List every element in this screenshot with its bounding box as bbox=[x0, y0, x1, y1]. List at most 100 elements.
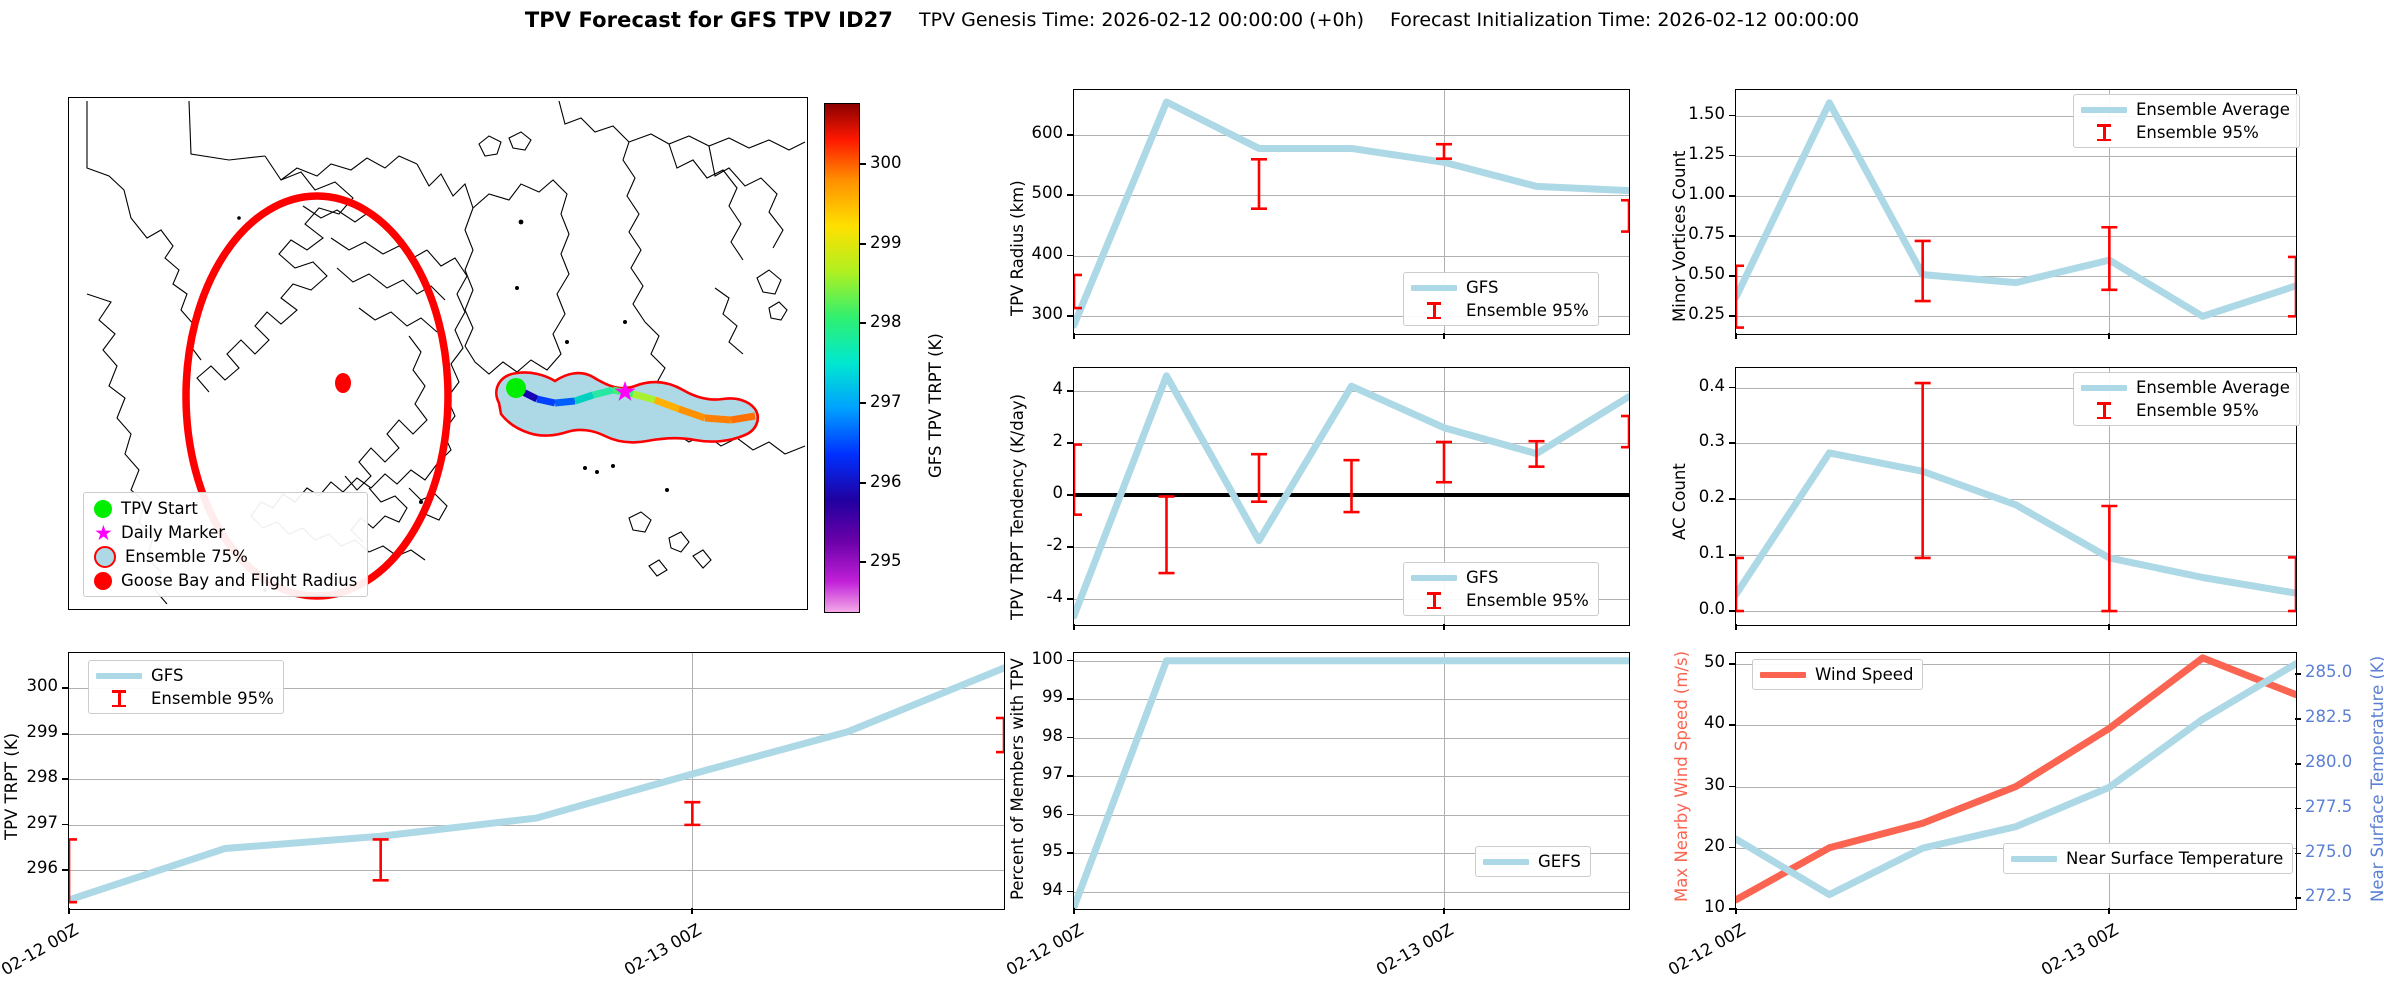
legend-label: TPV Start bbox=[121, 499, 198, 518]
legend-label: GFS bbox=[1466, 568, 1499, 587]
x-tick-label: 02-12 00Z bbox=[1002, 920, 1087, 980]
legend-label: GEFS bbox=[1538, 852, 1581, 871]
series-layer bbox=[1736, 654, 2296, 904]
error-bar bbox=[1074, 273, 1082, 310]
y-tick-mark bbox=[62, 732, 68, 735]
error-bar bbox=[1074, 443, 1082, 516]
legend-label: Ensemble Average bbox=[2136, 378, 2290, 397]
series-line bbox=[1736, 660, 2296, 899]
x-tick-mark bbox=[1443, 624, 1445, 630]
legend-item-ensemble95: Ensemble 95% bbox=[1411, 301, 1589, 320]
x-tick-mark bbox=[1735, 624, 1737, 630]
legend-label: Wind Speed bbox=[1815, 665, 1914, 684]
errorbar-swatch-icon bbox=[1411, 591, 1457, 610]
x-tick-mark bbox=[2108, 908, 2110, 914]
colorbar-tick-label: 298 bbox=[870, 312, 902, 331]
y-tick-mark bbox=[1729, 235, 1735, 237]
gridline bbox=[1444, 653, 1445, 909]
y-tick-mark bbox=[1729, 315, 1735, 317]
series-line bbox=[69, 664, 1004, 904]
ensemble-75-envelope bbox=[495, 371, 759, 444]
y-tick-label: 98 bbox=[1042, 725, 1063, 745]
line-swatch-icon bbox=[1411, 284, 1457, 291]
y-tick-label: 300 bbox=[1031, 303, 1064, 323]
legend-item-wind-speed: Wind Speed bbox=[1760, 665, 1913, 684]
legend-label: Ensemble 95% bbox=[1466, 591, 1589, 610]
colorbar-axis-label: GFS TPV TRPT (K) bbox=[926, 333, 945, 478]
gridline bbox=[692, 653, 694, 909]
line-swatch-icon bbox=[2011, 855, 2057, 862]
minor-vortices-legend: Ensemble Average Ensemble 95% bbox=[2073, 94, 2300, 148]
error-bar bbox=[2101, 225, 2118, 292]
gridline bbox=[1736, 499, 2296, 501]
series-layer bbox=[1074, 98, 1629, 329]
x-tick-mark bbox=[1443, 333, 1445, 339]
y-tick-mark bbox=[1729, 442, 1735, 445]
y-tick-mark bbox=[1729, 663, 1735, 665]
line-swatch-icon bbox=[1411, 574, 1457, 581]
y-tick-mark bbox=[1067, 775, 1073, 777]
series-layer bbox=[1074, 657, 1629, 909]
gridline bbox=[1736, 276, 2296, 278]
legend-item-ensemble95: Ensemble 95% bbox=[96, 689, 274, 708]
colorbar-tick-label: 295 bbox=[870, 551, 902, 570]
errorbar-swatch-icon bbox=[1411, 301, 1457, 320]
y-tick-mark bbox=[1067, 546, 1073, 548]
y-tick-mark bbox=[62, 823, 68, 826]
y-tick-mark bbox=[1067, 494, 1073, 496]
gridline bbox=[1736, 443, 2296, 445]
y-tick-label: 99 bbox=[1042, 687, 1063, 707]
error-bar bbox=[1251, 157, 1267, 210]
series-layer bbox=[1736, 381, 2296, 613]
legend-label: Ensemble 95% bbox=[2136, 401, 2259, 420]
gridline bbox=[1074, 255, 1629, 257]
line-swatch-icon bbox=[1483, 858, 1529, 865]
y-tick-mark bbox=[1729, 785, 1735, 788]
goose-bay-dot bbox=[335, 373, 351, 393]
gridline bbox=[2109, 90, 2111, 334]
y-tick-label-right: 277.5 bbox=[2305, 796, 2353, 816]
y-tick-mark bbox=[1729, 724, 1735, 726]
legend-item-gfs: GFS bbox=[1411, 568, 1589, 587]
y-tick-label: 500 bbox=[1031, 183, 1064, 203]
y-tick-mark bbox=[1729, 610, 1735, 612]
colorbar-tick-label: 299 bbox=[870, 233, 902, 252]
line-swatch-icon bbox=[2081, 384, 2127, 391]
percent-members-legend: GEFS bbox=[1475, 846, 1591, 877]
y-tick-mark-right bbox=[2295, 718, 2301, 720]
tpv-track-map[interactable]: TPV Start ★ Daily Marker Ensemble 75% Go… bbox=[68, 97, 808, 610]
y-tick-label: 40 bbox=[1704, 713, 1725, 733]
magenta-star-icon: ★ bbox=[94, 520, 113, 545]
legend-label: Ensemble 95% bbox=[1466, 301, 1589, 320]
y-tick-mark bbox=[1729, 194, 1735, 197]
colorbar-tick-label: 296 bbox=[870, 472, 902, 491]
y-tick-label: 100 bbox=[1031, 648, 1064, 668]
x-tick-mark bbox=[1073, 333, 1075, 339]
page-title: TPV Forecast for GFS TPV ID27 TPV Genesi… bbox=[0, 2, 2384, 38]
y-tick-mark bbox=[1067, 813, 1073, 816]
y-tick-mark bbox=[1729, 498, 1735, 500]
legend-label: Ensemble Average bbox=[2136, 100, 2290, 119]
x-tick-mark bbox=[1443, 908, 1445, 914]
colorbar-tick bbox=[860, 163, 866, 165]
y-tick-mark-right bbox=[2295, 762, 2301, 765]
errorbar-swatch-icon bbox=[2081, 123, 2127, 142]
error-bar bbox=[1914, 381, 1931, 560]
y-tick-label: 94 bbox=[1042, 879, 1063, 899]
y-tick-label-right: 275.0 bbox=[2305, 841, 2353, 861]
error-bar bbox=[684, 800, 701, 827]
gridline bbox=[1736, 664, 2296, 666]
legend-item-daily-marker: ★ Daily Marker bbox=[94, 520, 357, 545]
y-tick-mark bbox=[62, 778, 68, 780]
error-bar bbox=[1158, 495, 1175, 575]
series-line bbox=[1736, 99, 2296, 320]
legend-label: Near Surface Temperature bbox=[2066, 849, 2284, 868]
legend-item-ensemble95: Ensemble 95% bbox=[2081, 123, 2290, 142]
y-tick-label: 1.00 bbox=[1688, 183, 1725, 203]
y-tick-mark bbox=[62, 687, 68, 690]
error-bar bbox=[2101, 504, 2118, 613]
gridline bbox=[1074, 853, 1629, 855]
legend-item-ensemble95: Ensemble 95% bbox=[1411, 591, 1589, 610]
y-tick-mark bbox=[1067, 194, 1073, 197]
gridline bbox=[69, 870, 1004, 872]
